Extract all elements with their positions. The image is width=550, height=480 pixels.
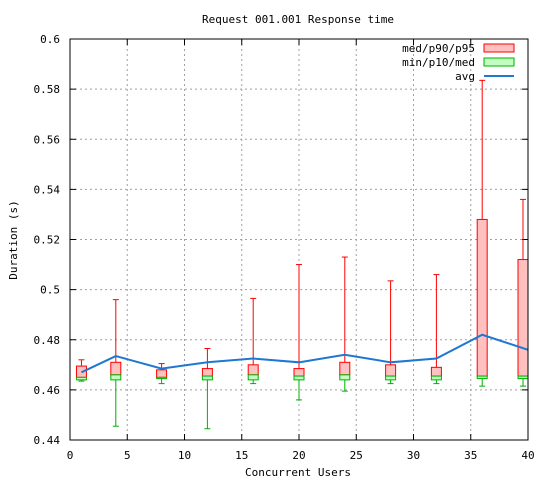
y-tick-label: 0.56 xyxy=(34,133,61,146)
box-28 xyxy=(386,281,396,384)
upper-box xyxy=(431,367,441,376)
legend-item-line: avg xyxy=(455,70,514,83)
upper-box xyxy=(111,362,121,375)
box-24 xyxy=(340,257,350,391)
lower-box xyxy=(386,376,396,380)
y-tick-label: 0.44 xyxy=(34,434,61,447)
avg-line xyxy=(81,335,528,373)
lower-box xyxy=(518,376,528,379)
y-tick-label: 0.54 xyxy=(34,183,61,196)
upper-box xyxy=(294,369,304,377)
lower-box xyxy=(157,377,167,378)
legend-swatch-box xyxy=(484,58,514,66)
lower-box xyxy=(340,375,350,380)
upper-box xyxy=(518,260,528,377)
x-axis: 0 5 10 15 20 25 30 35 40 xyxy=(67,39,535,462)
lower-box xyxy=(248,375,258,380)
box-20 xyxy=(294,265,304,400)
box-16 xyxy=(248,298,258,383)
lower-box xyxy=(294,376,304,380)
upper-box xyxy=(386,365,396,376)
lower-box xyxy=(76,377,86,380)
lower-box xyxy=(202,376,212,380)
y-tick-label: 0.5 xyxy=(40,284,60,297)
box-12 xyxy=(202,349,212,429)
lower-box xyxy=(111,375,121,380)
x-tick-label: 15 xyxy=(235,449,248,462)
legend-label: avg xyxy=(455,70,475,83)
x-tick-label: 20 xyxy=(292,449,305,462)
x-tick-label: 30 xyxy=(407,449,420,462)
legend-swatch-box xyxy=(484,44,514,52)
upper-box xyxy=(202,369,212,377)
y-tick-label: 0.6 xyxy=(40,33,60,46)
upper-box xyxy=(340,362,350,375)
box-40 xyxy=(518,199,528,386)
y-axis-label: Duration (s) xyxy=(7,200,20,279)
y-tick-label: 0.52 xyxy=(34,234,61,247)
y-tick-label: 0.58 xyxy=(34,83,61,96)
box-4 xyxy=(111,300,121,427)
x-tick-label: 10 xyxy=(178,449,191,462)
legend-label: med/p90/p95 xyxy=(402,42,475,55)
upper-box xyxy=(477,219,487,376)
x-tick-label: 25 xyxy=(350,449,363,462)
upper-box xyxy=(248,365,258,375)
y-tick-label: 0.48 xyxy=(34,334,61,347)
box-32 xyxy=(431,275,441,384)
legend-item-box-upper: med/p90/p95 xyxy=(402,42,514,55)
legend-item-box-lower: min/p10/med xyxy=(402,56,514,69)
x-axis-label: Concurrent Users xyxy=(245,466,351,479)
y-tick-label: 0.46 xyxy=(34,384,61,397)
x-tick-label: 5 xyxy=(124,449,131,462)
box-36 xyxy=(477,80,487,386)
lower-box xyxy=(477,376,487,379)
legend-label: min/p10/med xyxy=(402,56,475,69)
x-tick-label: 40 xyxy=(521,449,534,462)
x-tick-label: 0 xyxy=(67,449,74,462)
upper-box xyxy=(157,370,167,378)
chart-title: Request 001.001 Response time xyxy=(202,13,394,26)
lower-box xyxy=(431,376,441,380)
box-series xyxy=(76,80,528,428)
x-tick-label: 35 xyxy=(464,449,477,462)
box-8 xyxy=(157,364,167,384)
